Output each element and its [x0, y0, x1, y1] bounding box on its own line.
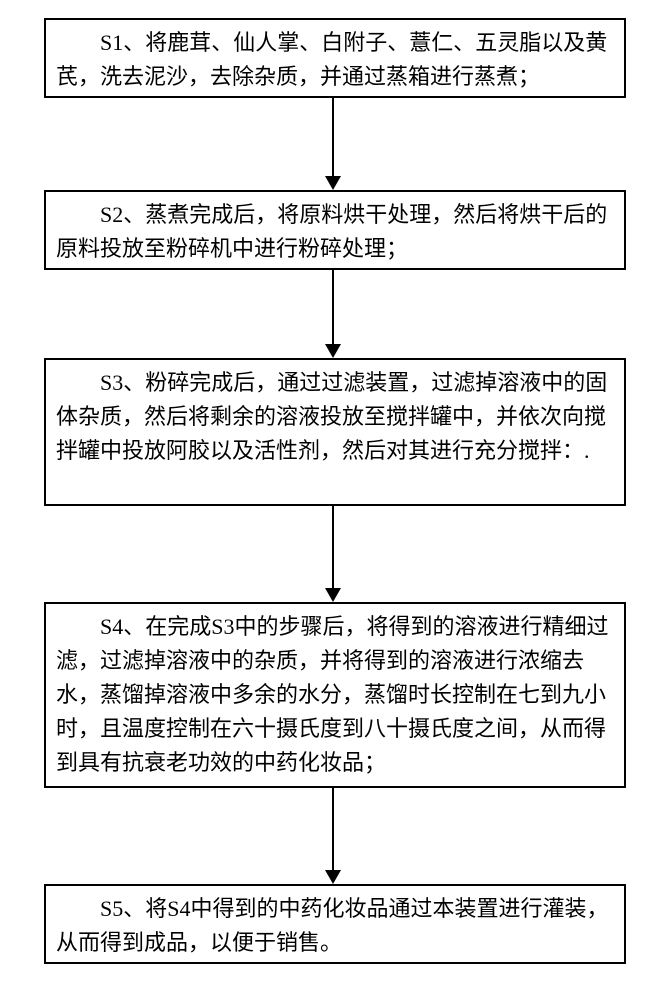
arrow-head-4	[325, 870, 341, 884]
arrow-line-3	[332, 506, 334, 588]
flow-step-text: S5、将S4中得到的中药化妆品通过本装置进行灌装，从而得到成品，以便于销售。	[56, 892, 614, 960]
flow-step-s1: S1、将鹿茸、仙人掌、白附子、薏仁、五灵脂以及黄芪，洗去泥沙，去除杂质，并通过蒸…	[44, 18, 626, 98]
flow-step-s5: S5、将S4中得到的中药化妆品通过本装置进行灌装，从而得到成品，以便于销售。	[44, 884, 626, 964]
flow-step-text: S2、蒸煮完成后，将原料烘干处理，然后将烘干后的原料投放至粉碎机中进行粉碎处理；	[56, 198, 614, 266]
flow-step-text: S1、将鹿茸、仙人掌、白附子、薏仁、五灵脂以及黄芪，洗去泥沙，去除杂质，并通过蒸…	[56, 26, 614, 94]
arrow-line-1	[332, 98, 334, 176]
arrow-line-2	[332, 270, 334, 344]
flowchart-canvas: S1、将鹿茸、仙人掌、白附子、薏仁、五灵脂以及黄芪，洗去泥沙，去除杂质，并通过蒸…	[0, 0, 666, 1000]
flow-step-text: S4、在完成S3中的步骤后，将得到的溶液进行精细过滤，过滤掉溶液中的杂质，并将得…	[56, 610, 614, 780]
flow-step-s4: S4、在完成S3中的步骤后，将得到的溶液进行精细过滤，过滤掉溶液中的杂质，并将得…	[44, 602, 626, 788]
arrow-head-1	[325, 176, 341, 190]
arrow-head-2	[325, 344, 341, 358]
arrow-head-3	[325, 588, 341, 602]
flow-step-s2: S2、蒸煮完成后，将原料烘干处理，然后将烘干后的原料投放至粉碎机中进行粉碎处理；	[44, 190, 626, 270]
flow-step-s3: S3、粉碎完成后，通过过滤装置，过滤掉溶液中的固体杂质，然后将剩余的溶液投放至搅…	[44, 358, 626, 506]
arrow-line-4	[332, 788, 334, 870]
flow-step-text: S3、粉碎完成后，通过过滤装置，过滤掉溶液中的固体杂质，然后将剩余的溶液投放至搅…	[56, 366, 614, 468]
